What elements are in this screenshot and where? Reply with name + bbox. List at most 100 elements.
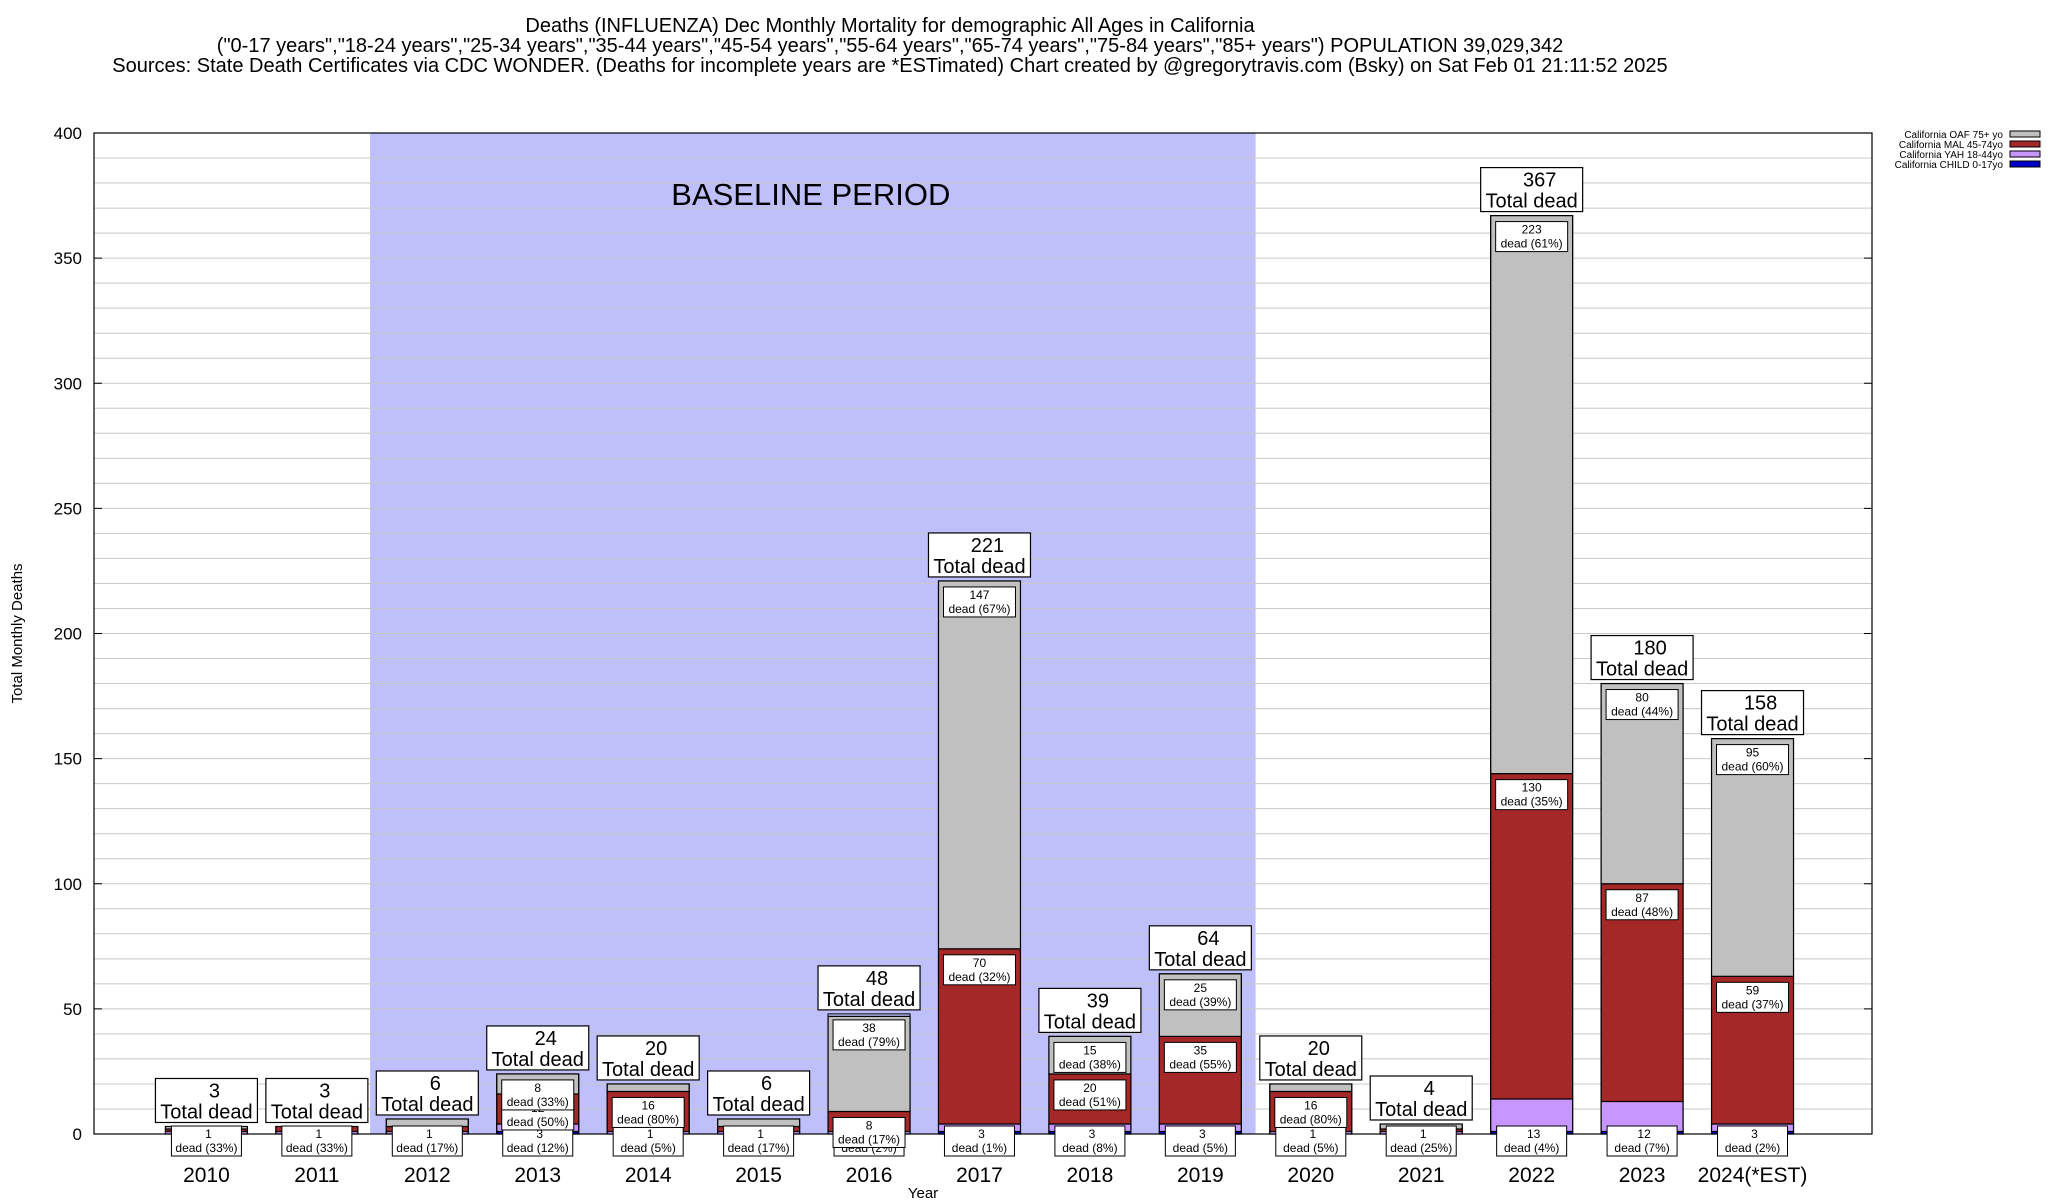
total-label-value: 6 — [761, 1073, 772, 1095]
total-label-value: 3 — [319, 1080, 330, 1102]
mal-label-box — [611, 1096, 685, 1128]
chart-sources: Sources: State Death Certificates via CD… — [112, 55, 1668, 77]
oaf-label-pct: dead (33%) — [507, 1095, 569, 1109]
legend-label: California MAL 45-74yo — [1899, 140, 2004, 151]
segment-label-pct: dead (5%) — [1283, 1141, 1338, 1155]
total-label-value: 39 — [1087, 990, 1109, 1012]
segment-label-box — [943, 1125, 1015, 1157]
mal-label-box — [1274, 1096, 1348, 1128]
oaf-label-count: 147 — [969, 588, 989, 602]
mal-label-count: 35 — [1194, 1043, 1208, 1057]
total-label-box — [1259, 1035, 1363, 1081]
total-label-suffix: Total dead — [1154, 949, 1246, 971]
total-label-suffix: Total dead — [823, 989, 915, 1011]
oaf-label-box — [1716, 744, 1790, 776]
oaf-label-pct: dead (60%) — [1721, 760, 1783, 774]
y-tick-label: 100 — [54, 875, 82, 894]
x-axis-title: Year — [908, 1185, 938, 1200]
mal-label-box — [832, 1116, 906, 1148]
y-tick-label: 50 — [63, 1000, 82, 1019]
y-tick-label: 150 — [54, 750, 82, 769]
segment-label-count: 3 — [978, 1127, 985, 1141]
oaf-label-count: 223 — [1522, 223, 1542, 237]
segment-label-box — [1164, 1125, 1236, 1157]
oaf-label-box — [1163, 979, 1237, 1011]
segment-label-count: 3 — [536, 1127, 543, 1141]
mal-label-box — [1053, 1079, 1127, 1111]
total-label-box — [486, 1025, 590, 1071]
bar-segment-mal — [1490, 773, 1574, 1100]
total-label-box — [375, 1070, 479, 1116]
mal-label-pct: dead (80%) — [1280, 1112, 1342, 1126]
oaf-label-count: 95 — [1746, 746, 1760, 760]
x-tick-label: 2011 — [294, 1164, 339, 1187]
total-label-suffix: Total dead — [712, 1094, 804, 1116]
total-label-box — [707, 1070, 811, 1116]
oaf-label-count: 80 — [1635, 691, 1649, 705]
oaf-label-box — [832, 1019, 906, 1051]
segment-label-pct: dead (33%) — [175, 1141, 237, 1155]
segment-label-pct: dead (1%) — [952, 1141, 1007, 1155]
oaf-label-box — [501, 1079, 575, 1111]
mal-label-count: 130 — [1522, 781, 1542, 795]
y-tick-label: 250 — [54, 499, 82, 518]
mal-label-box — [1605, 889, 1679, 921]
bar-segment-oaf — [606, 1083, 690, 1093]
x-tick-label: 2015 — [735, 1164, 782, 1187]
y-tick-label: 400 — [54, 124, 82, 143]
total-label-suffix: Total dead — [1044, 1011, 1136, 1033]
oaf-label-pct: dead (67%) — [948, 602, 1010, 616]
y-tick-label: 300 — [54, 374, 82, 393]
mal-label-box — [1163, 1041, 1237, 1073]
segment-label-pct: dead (5%) — [620, 1141, 675, 1155]
y-tick-label: 0 — [73, 1125, 82, 1144]
x-tick-label: 2014 — [625, 1164, 672, 1187]
total-label-value: 180 — [1633, 638, 1666, 660]
mal-label-pct: dead (48%) — [1611, 905, 1673, 919]
total-label-suffix: Total dead — [933, 556, 1025, 578]
oaf-label-count: 25 — [1194, 981, 1208, 995]
total-label-value: 20 — [1308, 1038, 1330, 1060]
total-label-value: 24 — [535, 1028, 557, 1050]
total-label-value: 3 — [209, 1080, 220, 1102]
segment-label-pct: dead (17%) — [396, 1141, 458, 1155]
segment-label-count: 3 — [1199, 1127, 1206, 1141]
segment-label-pct: dead (25%) — [1390, 1141, 1452, 1155]
total-label-suffix: Total dead — [492, 1049, 584, 1071]
legend-swatch — [2009, 160, 2041, 168]
mal-label-pct: dead (50%) — [507, 1115, 569, 1129]
legend-swatch — [2009, 140, 2041, 148]
x-tick-label: 2016 — [846, 1164, 893, 1187]
mal-label-count: 16 — [1304, 1098, 1318, 1112]
x-tick-label: 2017 — [956, 1164, 1003, 1187]
segment-label-box — [281, 1125, 353, 1157]
total-label-box — [1590, 634, 1694, 681]
oaf-label-box — [1605, 689, 1679, 721]
mal-label-pct: dead (80%) — [617, 1112, 679, 1126]
x-tick-label: 2018 — [1067, 1164, 1114, 1187]
segment-label-box — [723, 1125, 795, 1157]
mal-label-count: 16 — [641, 1098, 655, 1112]
segment-label-count: 1 — [316, 1127, 323, 1141]
bar-segment-oaf — [717, 1118, 801, 1128]
total-label-box — [265, 1077, 369, 1124]
mal-label-pct: dead (35%) — [1501, 795, 1563, 809]
segment-label-box — [391, 1125, 463, 1157]
total-label-box — [1369, 1075, 1473, 1121]
segment-label-box — [1054, 1125, 1126, 1157]
mal-label-pct: dead (17%) — [838, 1132, 900, 1146]
oaf-label-pct: dead (79%) — [838, 1035, 900, 1049]
segment-label-pct: dead (17%) — [728, 1141, 790, 1155]
total-label-value: 6 — [430, 1073, 441, 1095]
segment-label-count: 1 — [205, 1127, 212, 1141]
oaf-label-box — [1053, 1041, 1127, 1073]
segment-label-box — [1606, 1125, 1678, 1157]
segment-label-pct: dead (4%) — [1504, 1141, 1559, 1155]
x-tick-label: 2012 — [404, 1164, 451, 1187]
x-tick-label: 2021 — [1398, 1164, 1445, 1187]
total-label-box — [1038, 987, 1142, 1034]
segment-label-pct: dead (2%) — [1725, 1141, 1780, 1155]
total-label-value: 48 — [866, 968, 888, 990]
segment-label-count: 1 — [1420, 1127, 1427, 1141]
x-tick-label: 2024(*EST) — [1698, 1164, 1808, 1187]
